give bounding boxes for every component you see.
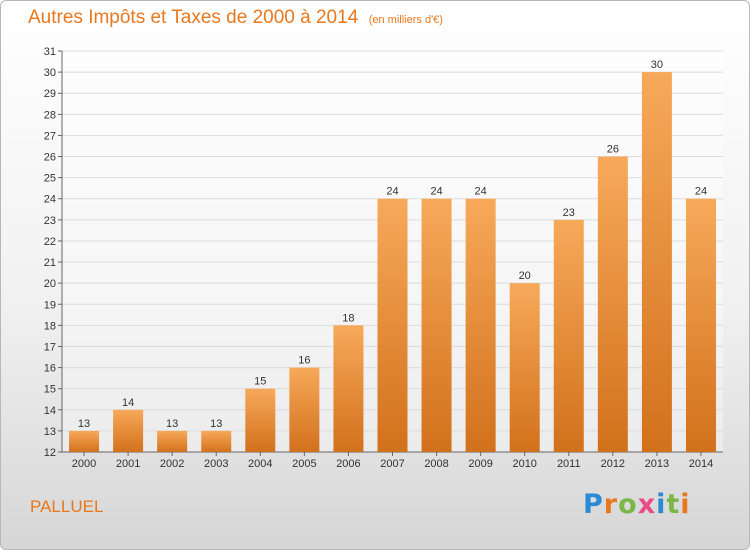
y-tick-label: 15 (44, 384, 56, 396)
logo-letter: o (618, 489, 638, 520)
logo-letter: i (680, 489, 691, 520)
y-tick-label: 28 (44, 109, 56, 121)
y-tick-label: 25 (44, 173, 56, 185)
x-tick-label: 2011 (557, 458, 581, 470)
data-label: 15 (254, 376, 266, 388)
y-tick-label: 12 (44, 447, 56, 459)
y-tick-label: 14 (44, 405, 56, 417)
data-label: 13 (78, 418, 90, 430)
data-label: 13 (166, 418, 178, 430)
chart-title-unit: (en milliers d'€) (368, 14, 443, 26)
x-tick-label: 2013 (645, 458, 669, 470)
x-tick-label: 2003 (204, 458, 228, 470)
bar (553, 219, 584, 452)
bar (421, 198, 452, 452)
x-tick-label: 2012 (601, 458, 625, 470)
y-tick-label: 31 (44, 46, 56, 58)
bar (69, 430, 100, 452)
bar (201, 430, 232, 452)
data-label: 24 (695, 186, 707, 198)
x-tick-label: 2000 (72, 458, 96, 470)
x-tick-label: 2014 (689, 458, 713, 470)
x-tick-label: 2001 (116, 458, 140, 470)
bar (157, 430, 188, 452)
chart-title-main: Autres Impôts et Taxes de 2000 à 2014 (28, 7, 359, 28)
bar (289, 367, 320, 452)
x-tick-label: 2010 (512, 458, 536, 470)
data-label: 14 (122, 397, 134, 409)
y-tick-label: 13 (44, 426, 56, 438)
logo-letter: t (666, 489, 681, 520)
logo-letter: P (583, 489, 604, 520)
x-tick-label: 2008 (424, 458, 448, 470)
x-tick-label: 2005 (292, 458, 316, 470)
data-label: 23 (563, 207, 575, 219)
x-tick-label: 2007 (380, 458, 404, 470)
data-label: 16 (298, 355, 310, 367)
bar (465, 198, 496, 452)
y-tick-label: 27 (44, 130, 56, 142)
logo-letter: x (637, 489, 657, 520)
data-label: 24 (475, 186, 487, 198)
x-tick-label: 2006 (336, 458, 360, 470)
bar (377, 198, 408, 452)
y-tick-label: 19 (44, 299, 56, 311)
y-tick-label: 16 (44, 363, 56, 375)
logo-letter: r (603, 489, 619, 520)
y-tick-label: 30 (44, 67, 56, 79)
data-label: 20 (519, 270, 531, 282)
bar (597, 156, 628, 453)
bar (333, 325, 364, 452)
bar (685, 198, 716, 452)
y-tick-label: 17 (44, 341, 56, 353)
y-tick-label: 20 (44, 278, 56, 290)
bar (245, 388, 276, 452)
chart-title: Autres Impôts et Taxes de 2000 à 2014 (e… (28, 7, 443, 29)
y-tick-label: 24 (44, 194, 56, 206)
proxiti-logo: Proxiti (583, 489, 691, 520)
y-tick-label: 18 (44, 320, 56, 332)
bar (641, 72, 672, 453)
x-tick-label: 2009 (468, 458, 492, 470)
x-tick-label: 2004 (248, 458, 272, 470)
bar (113, 409, 144, 452)
data-label: 26 (607, 144, 619, 156)
y-tick-label: 23 (44, 215, 56, 227)
y-tick-label: 21 (44, 257, 56, 269)
y-tick-label: 29 (44, 88, 56, 100)
data-label: 24 (430, 186, 442, 198)
data-label: 13 (210, 418, 222, 430)
place-name: PALLUEL (30, 497, 104, 516)
data-label: 24 (386, 186, 398, 198)
y-tick-label: 22 (44, 236, 56, 248)
data-label: 30 (651, 59, 663, 71)
logo-letter: i (656, 489, 667, 520)
x-tick-label: 2002 (160, 458, 184, 470)
data-label: 18 (342, 312, 354, 324)
y-tick-label: 26 (44, 152, 56, 164)
bar (509, 283, 540, 452)
